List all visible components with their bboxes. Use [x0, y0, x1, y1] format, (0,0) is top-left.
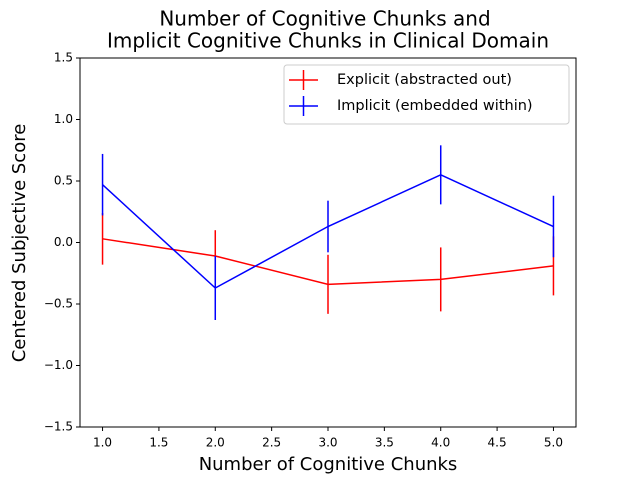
y-tick-label: −1.0 [44, 358, 73, 372]
legend-label: Explicit (abstracted out) [337, 72, 512, 88]
y-tick-label: −0.5 [44, 297, 73, 311]
x-tick-label: 3.0 [318, 436, 337, 450]
chart-title-line-2: Implicit Cognitive Chunks in Clinical Do… [107, 29, 549, 53]
series-implicit [101, 145, 555, 320]
chart-title: Number of Cognitive Chunks and Implicit … [107, 7, 549, 53]
y-tick-label: 1.5 [54, 51, 73, 65]
x-tick-label: 2.5 [262, 436, 281, 450]
series-layer [101, 145, 555, 320]
legend-box [283, 64, 570, 125]
x-tick-label: 1.5 [149, 436, 168, 450]
y-axis-label: Centered Subjective Score [9, 124, 30, 363]
y-tick-label: 0.0 [54, 235, 73, 249]
chart-title-line-1: Number of Cognitive Chunks and [159, 7, 490, 31]
x-axis-label: Number of Cognitive Chunks [199, 454, 458, 475]
y-tick-label: −1.5 [44, 420, 73, 434]
x-tick-label: 3.5 [375, 436, 394, 450]
legend: Explicit (abstracted out) Implicit (embed… [283, 64, 570, 125]
x-tick-label: 4.5 [488, 436, 507, 450]
y-axis: −1.5 −1.0 −0.5 0.0 0.5 1.0 1.5 [44, 51, 80, 434]
x-tick-label: 2.0 [206, 436, 225, 450]
y-tick-label: 1.0 [54, 112, 73, 126]
x-tick-label: 4.0 [431, 436, 450, 450]
y-tick-label: 0.5 [54, 174, 73, 188]
x-axis: 1.0 1.5 2.0 2.5 3.0 3.5 4.0 4.5 5.0 [93, 427, 563, 450]
x-tick-label: 1.0 [93, 436, 112, 450]
x-tick-label: 5.0 [544, 436, 563, 450]
legend-label: Implicit (embedded within) [337, 98, 533, 114]
